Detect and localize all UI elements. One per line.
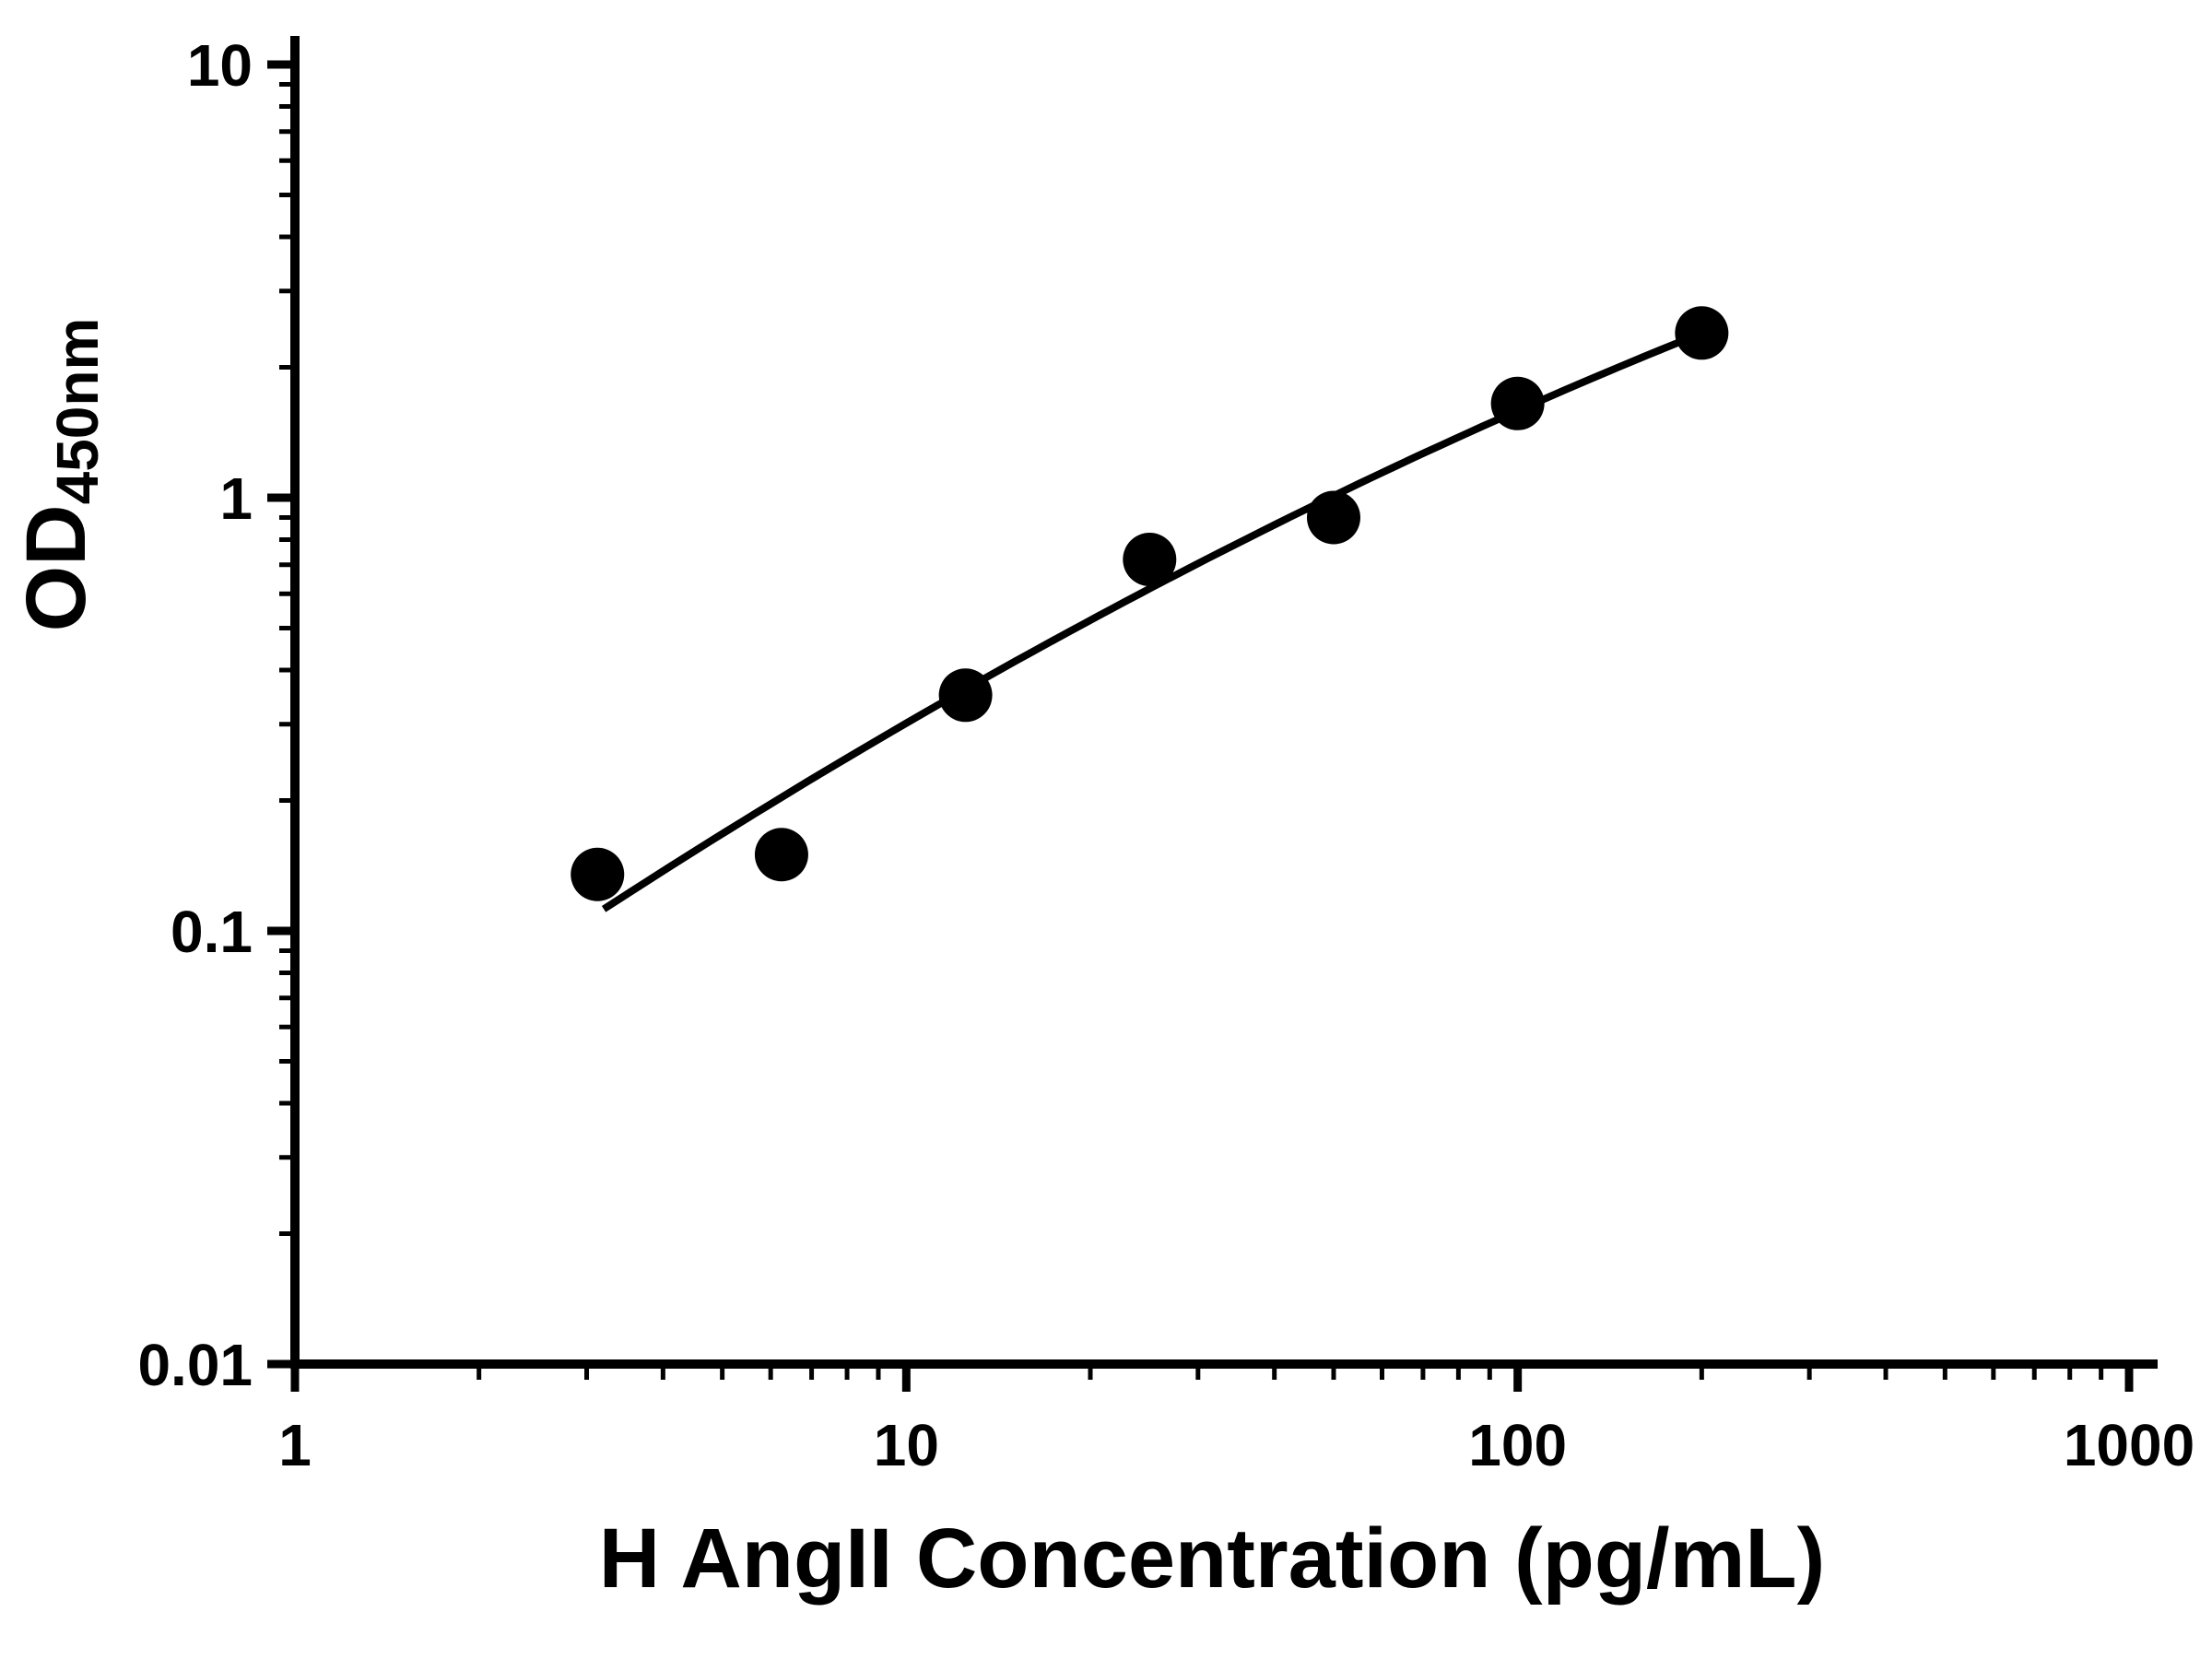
x-tick-label: 100 [1468, 1412, 1567, 1478]
y-tick-label: 0.1 [171, 899, 253, 965]
x-axis-title: H AngII Concentration (pg/mL) [599, 1512, 1825, 1606]
x-tick-label: 1000 [2064, 1412, 2194, 1478]
data-point [1123, 533, 1177, 587]
y-axis-title: OD450nm [9, 318, 111, 632]
y-tick-label: 10 [187, 32, 253, 99]
data-point [1490, 376, 1545, 430]
x-tick-label: 10 [874, 1412, 939, 1478]
y-tick-label: 0.01 [137, 1332, 253, 1398]
y-axis-title-main: OD [9, 504, 103, 631]
x-tick-label: 1 [278, 1412, 312, 1478]
y-axis-title-sub: 450nm [44, 318, 111, 505]
axis-spines [290, 36, 2158, 1369]
data-point [1306, 490, 1360, 545]
data-point [1675, 306, 1729, 360]
data-point [754, 828, 808, 882]
data-point [938, 668, 993, 723]
plot-layer: 1 10 100 1000 10 1 0.1 0.01 [137, 32, 2194, 1478]
data-point [571, 847, 625, 901]
y-tick-label: 1 [219, 465, 253, 532]
